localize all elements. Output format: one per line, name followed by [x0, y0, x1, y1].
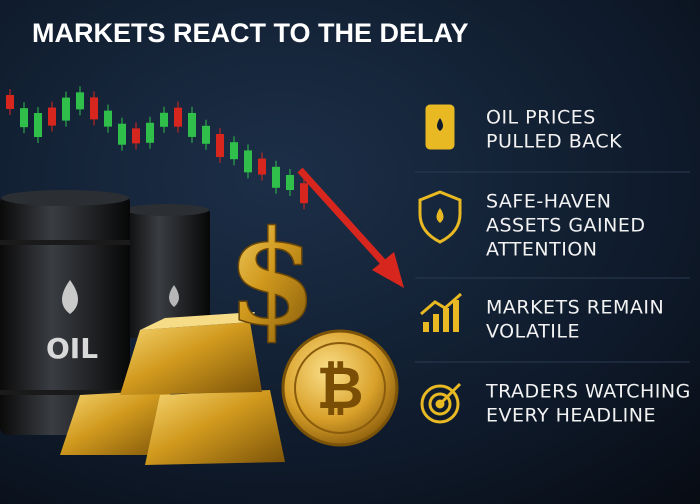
candlestick-decoration [6, 86, 308, 210]
oil-barrels: OIL [0, 190, 210, 435]
dollar-sign: $ [227, 202, 317, 355]
candle-body [244, 150, 252, 173]
item-text: VOLATILE [486, 321, 580, 343]
candle-body [146, 122, 154, 143]
candle-body [174, 107, 182, 127]
candle-body [286, 175, 294, 190]
gold-bars [60, 312, 285, 465]
trend-arrow [297, 167, 395, 275]
candle-body [258, 158, 266, 175]
candle-body [20, 108, 28, 128]
candle-body [300, 183, 308, 204]
arrow-head [372, 252, 404, 288]
candle-body [90, 97, 98, 120]
item-text: ATTENTION [486, 239, 598, 261]
candle-body [188, 112, 196, 137]
candle-body [160, 112, 168, 127]
candle-body [118, 123, 126, 145]
item-text: SAFE-HAVEN [486, 191, 612, 213]
candle-body [132, 128, 140, 144]
separators [415, 171, 690, 363]
item-text: PULLED BACK [486, 131, 622, 153]
item-text: ASSETS GAINED [486, 215, 646, 237]
coin [281, 329, 399, 447]
bitcoin-symbol: ₿ [316, 354, 363, 422]
candle-body [216, 134, 224, 157]
icons [418, 104, 462, 424]
candle-body [104, 110, 112, 127]
item-text: MARKETS REMAIN [486, 297, 664, 319]
candle-body [6, 95, 14, 109]
barrel-label: OIL [46, 332, 98, 365]
item-text: OIL PRICES [486, 107, 596, 129]
candle-body [62, 97, 70, 121]
candle-body [34, 113, 42, 138]
title: MARKETS REACT TO THE DELAY [32, 18, 469, 48]
item-text: TRADERS WATCHING [485, 381, 691, 403]
candle-body [230, 142, 238, 160]
candle-body [76, 92, 84, 110]
candle-body [202, 125, 210, 144]
candle-body [48, 107, 56, 126]
item-text: EVERY HEADLINE [486, 405, 656, 427]
candle-body [272, 166, 280, 188]
